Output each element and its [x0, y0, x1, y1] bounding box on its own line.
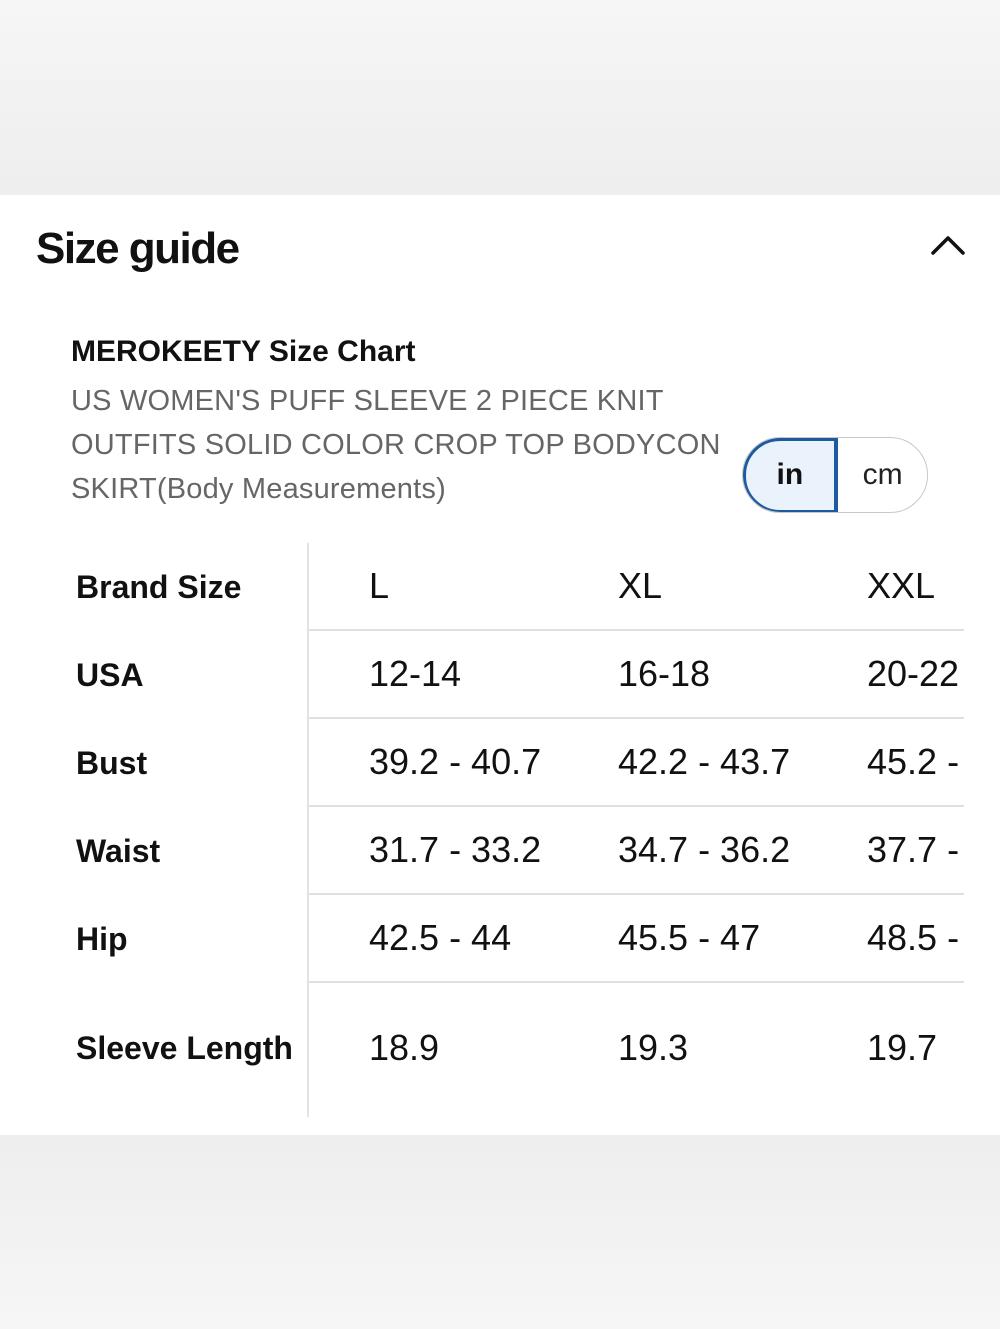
- unit-option-in[interactable]: in: [743, 438, 839, 512]
- table-cell: 42.2 - 43.7: [618, 741, 791, 782]
- table-cell: 45.5 - 47: [618, 917, 761, 958]
- size-guide-title: Size guide: [36, 224, 240, 273]
- row-cells: 31.7 - 33.2 34.7 - 36.2 37.7 - 39.2: [309, 807, 964, 895]
- table-cell: 34.7 - 36.2: [618, 829, 791, 870]
- size-chart-subtitle: US WOMEN'S PUFF SLEEVE 2 PIECE KNIT OUTF…: [71, 385, 721, 505]
- size-table: Brand Size L XL XXL USA 12-14 16-18 20-2…: [0, 543, 1000, 1113]
- collapse-button[interactable]: [926, 223, 970, 267]
- table-cell: L: [369, 565, 390, 606]
- table-cell: 16-18: [618, 653, 711, 694]
- row-label: USA: [76, 657, 144, 693]
- row-label: Bust: [76, 745, 148, 781]
- row-label: Waist: [76, 833, 161, 869]
- row-cells: L XL XXL: [309, 543, 964, 631]
- table-row-brand-size: Brand Size L XL XXL: [0, 543, 1000, 631]
- table-cell: 19.7: [867, 1027, 938, 1068]
- table-column-divider: [307, 543, 309, 1117]
- table-cell: 45.2 - 46.7: [867, 741, 964, 782]
- table-cell: 48.5 - 50: [867, 917, 964, 958]
- unit-option-cm[interactable]: cm: [862, 458, 903, 491]
- row-label: Hip: [76, 921, 128, 957]
- row-cells: 42.5 - 44 45.5 - 47 48.5 - 50: [309, 895, 964, 983]
- table-cell: XL: [618, 565, 663, 606]
- table-cell: 31.7 - 33.2: [369, 829, 542, 870]
- chevron-up-icon: [931, 236, 965, 255]
- row-label: Sleeve Length: [76, 1030, 293, 1066]
- size-guide-panel: Size guide MEROKEETY Size Chart US WOMEN…: [0, 195, 1000, 1135]
- row-cells: 18.9 19.3 19.7: [309, 983, 964, 1113]
- row-cells: 39.2 - 40.7 42.2 - 43.7 45.2 - 46.7: [309, 719, 964, 807]
- size-chart-title: MEROKEETY Size Chart: [71, 335, 416, 368]
- table-row-usa: USA 12-14 16-18 20-22: [0, 631, 1000, 719]
- table-row-sleeve-length: Sleeve Length 18.9 19.3 19.7: [0, 983, 1000, 1113]
- table-cell: 20-22: [867, 653, 960, 694]
- table-cell: 39.2 - 40.7: [369, 741, 542, 782]
- size-chart-header: MEROKEETY Size Chart US WOMEN'S PUFF SLE…: [71, 333, 721, 511]
- table-row-hip: Hip 42.5 - 44 45.5 - 47 48.5 - 50: [0, 895, 1000, 983]
- row-cells: 12-14 16-18 20-22: [309, 631, 964, 719]
- table-row-bust: Bust 39.2 - 40.7 42.2 - 43.7 45.2 - 46.7: [0, 719, 1000, 807]
- row-label: Brand Size: [76, 569, 242, 605]
- table-cell: 42.5 - 44: [369, 917, 512, 958]
- top-backdrop: [0, 0, 1000, 195]
- unit-toggle: in cm: [742, 437, 928, 513]
- table-row-waist: Waist 31.7 - 33.2 34.7 - 36.2 37.7 - 39.…: [0, 807, 1000, 895]
- table-cell: 18.9: [369, 1027, 440, 1068]
- table-cell: XXL: [867, 565, 936, 606]
- bottom-backdrop: [0, 1135, 1000, 1329]
- table-cell: 19.3: [618, 1027, 689, 1068]
- table-cell: 12-14: [369, 653, 462, 694]
- size-guide-header[interactable]: Size guide: [36, 219, 970, 279]
- table-cell: 37.7 - 39.2: [867, 829, 964, 870]
